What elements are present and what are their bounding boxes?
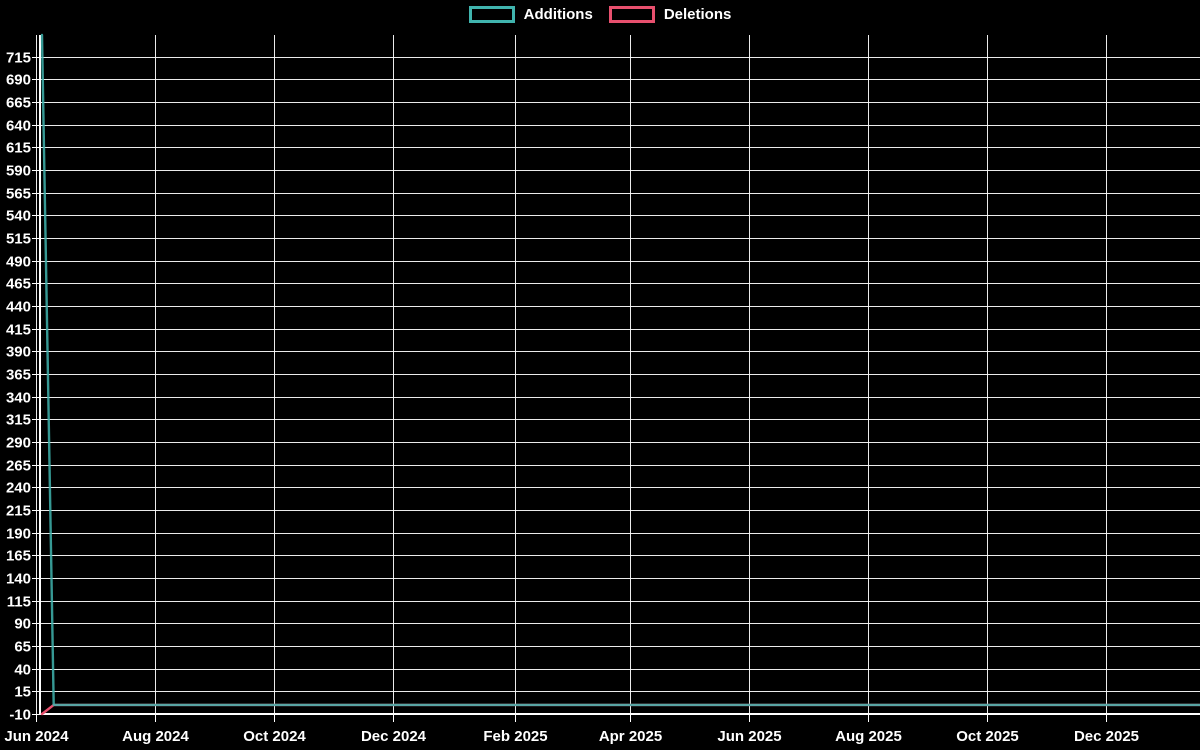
y-tick-label: 140 bbox=[6, 571, 31, 588]
y-tick-label: 690 bbox=[6, 72, 31, 89]
legend-label-deletions: Deletions bbox=[663, 6, 732, 23]
y-tick-label: 665 bbox=[6, 95, 31, 112]
y-tick-label: 640 bbox=[6, 118, 31, 135]
grid: -10 15 40 65 90 115 140 165 190 215 240 265 290 315 34… bbox=[4, 35, 1200, 745]
y-tick-label: 65 bbox=[14, 639, 31, 656]
y-tick-label: 240 bbox=[6, 480, 31, 497]
legend-item-additions: Additions bbox=[468, 6, 593, 23]
y-tick-label: 565 bbox=[6, 186, 31, 203]
deletions-line-swatch bbox=[608, 6, 655, 23]
legend-label-additions: Additions bbox=[523, 6, 593, 23]
y-tick-label: 440 bbox=[6, 299, 31, 316]
x-tick-label: Jun 2025 bbox=[717, 728, 781, 745]
x-tick-label: Oct 2024 bbox=[243, 728, 306, 745]
x-tick-label: Aug 2024 bbox=[122, 728, 189, 745]
y-tick-label: 590 bbox=[6, 163, 31, 180]
y-tick-label: 215 bbox=[6, 503, 31, 520]
x-tick-label: Apr 2025 bbox=[599, 728, 662, 745]
deletions-line bbox=[40, 703, 1200, 716]
y-tick-label: 540 bbox=[6, 208, 31, 225]
x-tick-label: Dec 2025 bbox=[1074, 728, 1139, 745]
x-tick-label: Aug 2025 bbox=[835, 728, 902, 745]
y-tick-label: 265 bbox=[6, 458, 31, 475]
y-tick-label: 90 bbox=[14, 616, 31, 633]
additions-line-swatch bbox=[468, 6, 515, 23]
additions-line bbox=[40, 33, 1200, 707]
y-tick-label: -10 bbox=[9, 707, 31, 724]
legend-item-deletions: Deletions bbox=[608, 6, 732, 23]
x-tick-label: Jun 2024 bbox=[4, 728, 69, 745]
y-tick-label: 365 bbox=[6, 367, 31, 384]
y-tick-label: 315 bbox=[6, 412, 31, 429]
chart-legend: Additions Deletions bbox=[0, 6, 1200, 23]
y-tick-label: 615 bbox=[6, 140, 31, 157]
x-tick-label: Oct 2025 bbox=[956, 728, 1019, 745]
x-tick-label: Feb 2025 bbox=[483, 728, 547, 745]
y-tick-label: 40 bbox=[14, 662, 31, 679]
y-tick-label: 190 bbox=[6, 526, 31, 543]
y-tick-label: 390 bbox=[6, 344, 31, 361]
y-tick-label: 290 bbox=[6, 435, 31, 452]
y-tick-label: 15 bbox=[14, 684, 31, 701]
y-tick-label: 115 bbox=[7, 594, 31, 611]
y-tick-label: 515 bbox=[6, 231, 31, 248]
y-tick-label: 165 bbox=[6, 548, 31, 565]
x-tick-label: Dec 2024 bbox=[361, 728, 427, 745]
y-tick-label: 465 bbox=[6, 276, 31, 293]
y-tick-label: 490 bbox=[6, 254, 31, 271]
y-tick-label: 340 bbox=[6, 390, 31, 407]
y-tick-label: 715 bbox=[6, 50, 31, 67]
y-tick-label: 415 bbox=[6, 322, 31, 339]
